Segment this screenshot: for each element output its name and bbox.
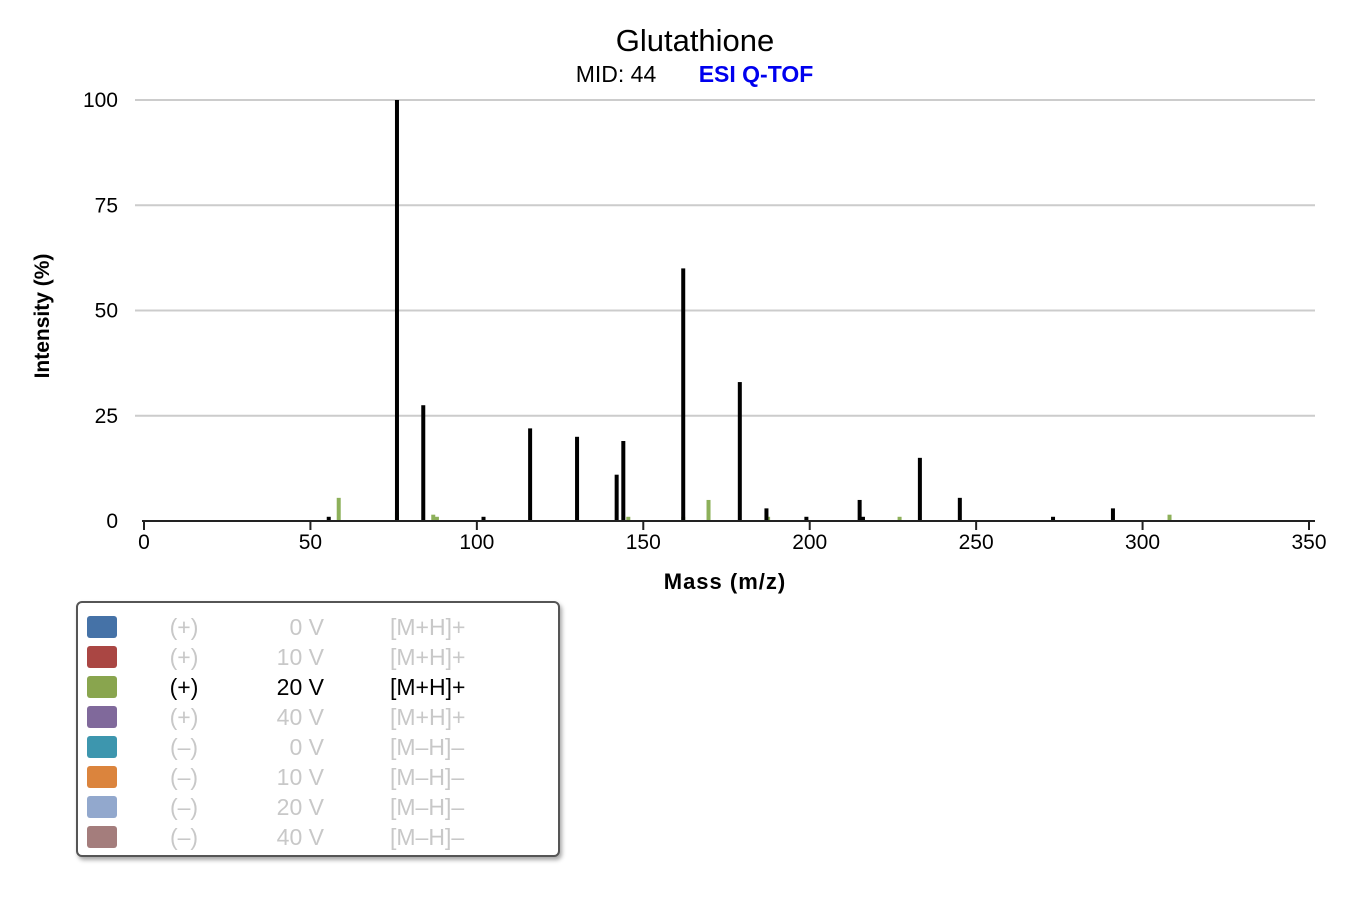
peak-bar <box>1110 508 1115 521</box>
peak-bar <box>394 100 399 521</box>
legend-swatch <box>87 826 117 848</box>
legend-adduct: [M–H]– <box>390 764 465 790</box>
spectrum-chart: Glutathione MID: 44 ESI Q-TOF 0 25 50 75 100… <box>31 23 1327 594</box>
legend-mode: (–) <box>169 734 199 760</box>
peak-bar <box>336 497 341 521</box>
legend-adduct: [M+H]+ <box>390 644 466 670</box>
y-axis-label: Intensity (%) <box>31 254 54 379</box>
y-tick-label: 25 <box>95 405 118 428</box>
legend-item-neg-10v[interactable]: (–) 10 V [M–H]– <box>78 764 558 795</box>
peak-bar <box>421 405 426 521</box>
legend-item-pos-40v[interactable]: (+) 40 V [M+H]+ <box>78 704 558 735</box>
legend-mode: (–) <box>169 764 199 790</box>
legend-voltage: 40 V <box>276 704 324 730</box>
legend-swatch <box>87 796 117 818</box>
legend-swatch <box>87 766 117 788</box>
chart-title: Glutathione <box>616 23 775 58</box>
legend-voltage: 0 V <box>289 614 324 640</box>
legend-swatch <box>87 676 117 698</box>
peak-bar <box>621 441 626 521</box>
peak-bar <box>481 516 486 521</box>
legend-adduct: [M+H]+ <box>390 614 466 640</box>
peak-bar <box>737 382 742 521</box>
legend-mode: (+) <box>169 674 199 700</box>
peak-bar <box>575 436 580 521</box>
peak-bar <box>434 516 439 521</box>
x-tick-label: 300 <box>1125 531 1160 554</box>
legend-voltage: 10 V <box>276 644 324 670</box>
legend-voltage: 0 V <box>289 734 324 760</box>
x-tick-label: 200 <box>792 531 827 554</box>
legend-voltage: 20 V <box>276 674 324 700</box>
legend-adduct: [M+H]+ <box>390 674 466 700</box>
legend: (+) 0 V [M+H]+ (+) 10 V [M+H]+ (+) 20 V … <box>76 601 560 857</box>
peak-bar <box>804 516 809 521</box>
peak-bar <box>917 457 922 521</box>
peak-bar <box>857 499 862 521</box>
grid-lines <box>135 99 1315 417</box>
peak-bar <box>626 516 631 521</box>
y-tick-label: 0 <box>106 510 118 533</box>
legend-mode: (+) <box>169 704 199 730</box>
legend-item-neg-20v[interactable]: (–) 20 V [M–H]– <box>78 794 558 825</box>
legend-item-pos-20v[interactable]: (+) 20 V [M+H]+ <box>78 674 558 705</box>
x-axis-label: Mass (m/z) <box>664 569 786 594</box>
legend-item-pos-10v[interactable]: (+) 10 V [M+H]+ <box>78 644 558 675</box>
peak-bar <box>431 514 436 521</box>
legend-adduct: [M–H]– <box>390 794 465 820</box>
peak-bar <box>614 474 619 521</box>
x-tick-label: 250 <box>959 531 994 554</box>
legend-mode: (+) <box>169 614 199 640</box>
peak-bar <box>860 516 865 521</box>
legend-item-neg-40v[interactable]: (–) 40 V [M–H]– <box>78 824 558 855</box>
legend-adduct: [M–H]– <box>390 734 465 760</box>
legend-item-neg-0v[interactable]: (–) 0 V [M–H]– <box>78 734 558 765</box>
x-tick-label: 150 <box>626 531 661 554</box>
peak-bar <box>764 508 769 521</box>
peaks <box>326 100 1172 521</box>
peak-bar <box>681 268 686 521</box>
legend-swatch <box>87 736 117 758</box>
legend-voltage: 10 V <box>276 764 324 790</box>
legend-swatch <box>87 646 117 668</box>
peak-bar <box>1167 514 1172 521</box>
y-tick-labels: 0 25 50 75 100 <box>83 89 118 533</box>
legend-mode: (–) <box>169 794 199 820</box>
instrument-link[interactable]: ESI Q-TOF <box>699 61 814 87</box>
x-tick-label: 0 <box>138 531 150 554</box>
y-tick-label: 75 <box>95 194 118 217</box>
peak-bar <box>326 516 331 521</box>
legend-swatch <box>87 706 117 728</box>
x-tick-label: 350 <box>1291 531 1326 554</box>
x-tick-label: 100 <box>459 531 494 554</box>
legend-adduct: [M–H]– <box>390 824 465 850</box>
x-ticks: 0 50 100 150 200 250 300 350 <box>138 521 1327 554</box>
peak-bar <box>897 516 902 521</box>
peak-bar <box>706 499 711 521</box>
legend-voltage: 40 V <box>276 824 324 850</box>
y-tick-label: 100 <box>83 89 118 112</box>
x-tick-label: 50 <box>299 531 322 554</box>
y-tick-label: 50 <box>95 300 118 323</box>
chart-subtitle: MID: 44 <box>576 61 657 87</box>
peak-bar <box>957 497 962 521</box>
peak-bar <box>1051 516 1056 521</box>
legend-mode: (–) <box>169 824 199 850</box>
legend-swatch <box>87 616 117 638</box>
legend-voltage: 20 V <box>276 794 324 820</box>
legend-item-pos-0v[interactable]: (+) 0 V [M+H]+ <box>78 614 558 645</box>
legend-mode: (+) <box>169 644 199 670</box>
peak-bar <box>528 428 533 521</box>
legend-adduct: [M+H]+ <box>390 704 466 730</box>
